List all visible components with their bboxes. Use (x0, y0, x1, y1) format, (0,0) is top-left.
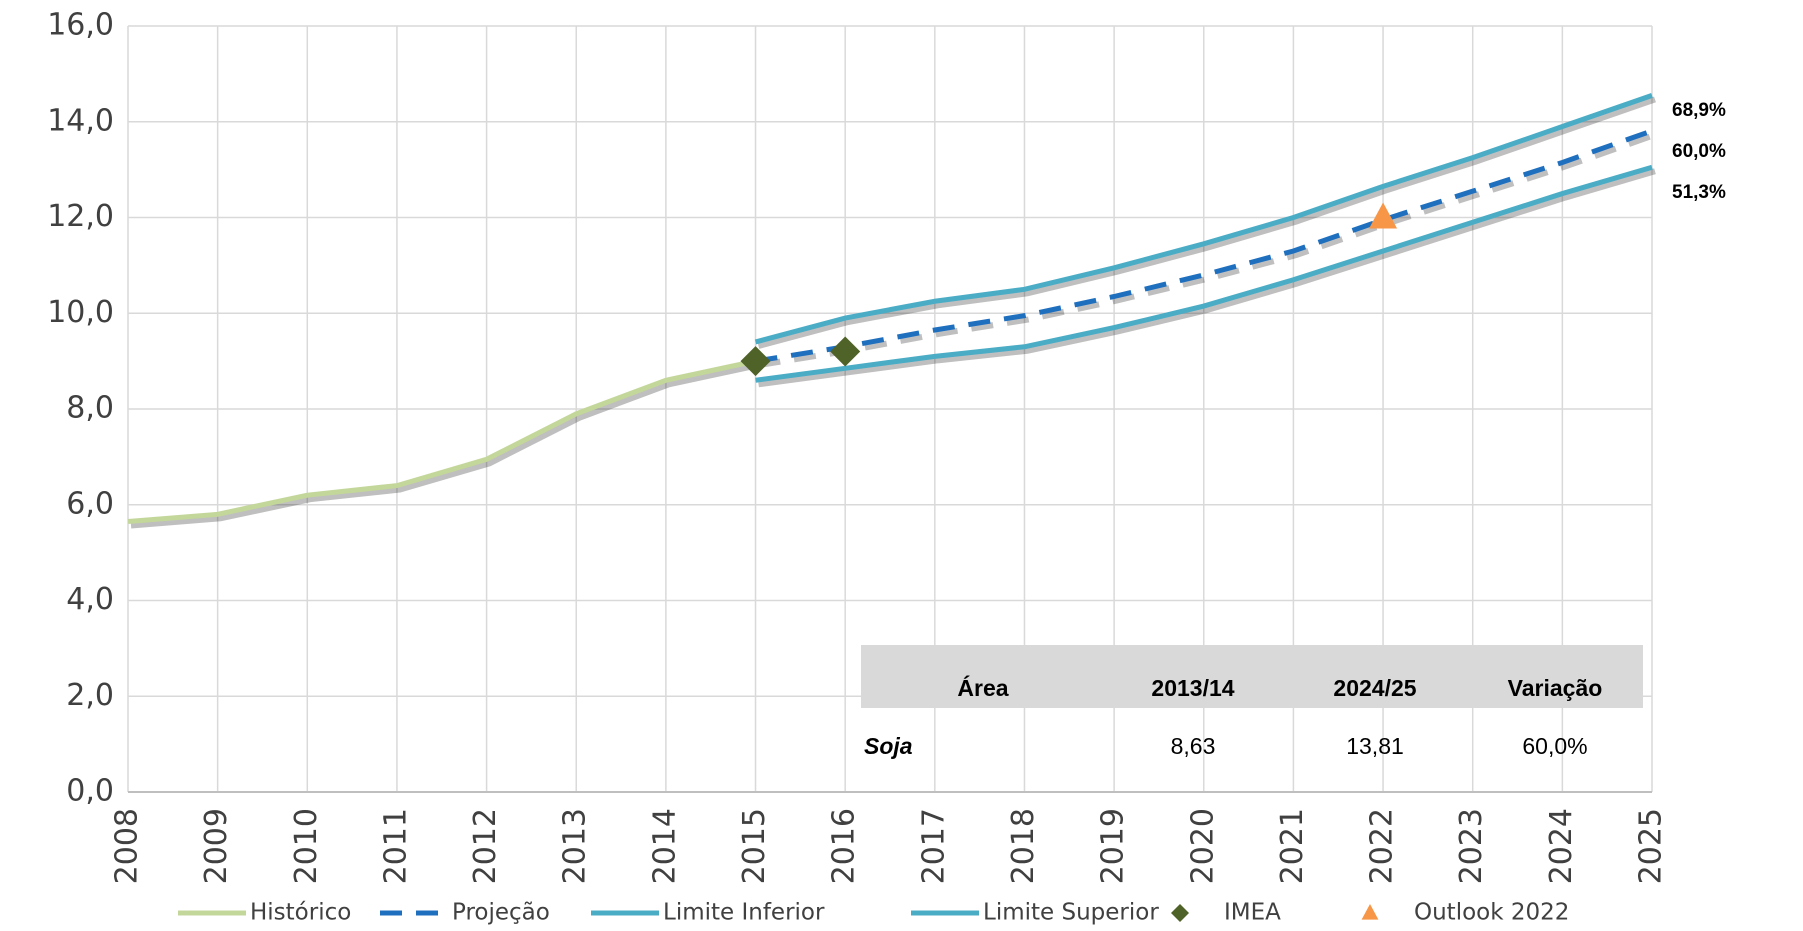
table-header: Área (957, 674, 1008, 701)
y-tick-label: 16,0 (47, 8, 114, 43)
triangle-marker (1361, 904, 1379, 920)
line-shadow (758, 132, 1656, 369)
table-cell: 60,0% (1522, 733, 1587, 759)
line-shadow (758, 168, 1656, 388)
x-tick-label: 2013 (558, 808, 593, 884)
legend-label: Outlook 2022 (1414, 900, 1569, 926)
y-tick-label: 10,0 (47, 295, 114, 330)
x-tick-label: 2014 (647, 808, 682, 884)
annotation: 60,0% (1672, 141, 1726, 162)
x-tick-label: 2015 (737, 808, 772, 884)
x-tick-label: 2016 (827, 808, 862, 884)
x-tick-label: 2011 (378, 808, 413, 884)
table-header: 2024/25 (1333, 675, 1416, 701)
line-shadow (757, 96, 1656, 349)
line-shadow (130, 362, 760, 529)
table-header: Variação (1508, 675, 1603, 701)
x-tick-label: 2018 (1006, 808, 1041, 884)
legend-label: Histórico (250, 900, 351, 926)
table-header: 2013/14 (1151, 675, 1234, 701)
legend-label: Limite Inferior (663, 900, 825, 926)
x-tick-label: 2009 (199, 808, 234, 884)
x-tick-label: 2010 (289, 808, 324, 884)
annotation: 51,3% (1672, 182, 1726, 203)
series-line (127, 358, 757, 524)
y-tick-label: 14,0 (47, 103, 114, 138)
x-tick-label: 2020 (1185, 808, 1220, 884)
x-tick-label: 2025 (1634, 808, 1669, 884)
x-tick-label: 2012 (468, 808, 503, 884)
x-tick-label: 2023 (1454, 808, 1489, 884)
legend-label: Limite Superior (983, 900, 1159, 926)
table-cell: 8,63 (1171, 733, 1216, 759)
table-header-bg (861, 645, 1643, 708)
series-line (754, 93, 1653, 345)
y-tick-label: 12,0 (47, 199, 114, 234)
legend-label: Projeção (452, 900, 550, 926)
series-line (755, 128, 1653, 364)
y-tick-label: 6,0 (66, 486, 114, 521)
table-cell: 13,81 (1346, 733, 1404, 759)
y-tick-label: 8,0 (66, 391, 114, 426)
diamond-marker (1171, 904, 1189, 922)
series-line (755, 164, 1653, 383)
x-tick-label: 2019 (1096, 808, 1131, 884)
legend-label: IMEA (1224, 900, 1281, 926)
triangle-marker (1369, 202, 1398, 229)
y-tick-label: 0,0 (66, 774, 114, 809)
x-tick-label: 2022 (1365, 808, 1400, 884)
annotation: 68,9% (1672, 100, 1726, 121)
x-tick-label: 2008 (110, 808, 145, 884)
y-tick-label: 4,0 (66, 582, 114, 617)
y-tick-label: 2,0 (66, 678, 114, 713)
x-tick-label: 2024 (1544, 808, 1579, 884)
x-tick-label: 2021 (1275, 808, 1310, 884)
diamond-marker (740, 346, 771, 377)
x-tick-label: 2017 (916, 808, 951, 884)
table-cell: Soja (864, 733, 913, 759)
diamond-marker (830, 336, 861, 367)
